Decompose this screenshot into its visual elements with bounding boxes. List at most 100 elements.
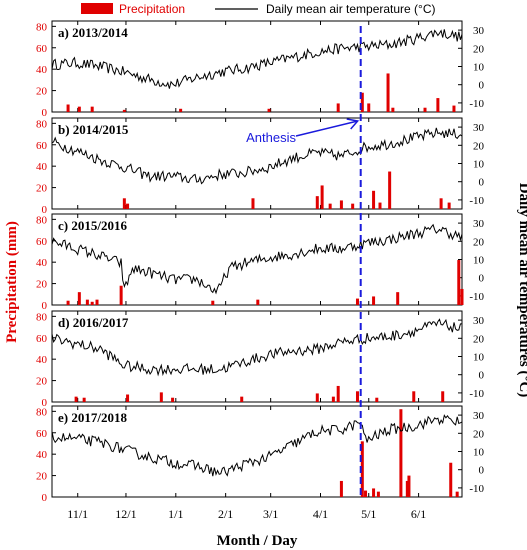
x-tick-label: 3/1: [263, 507, 278, 521]
precipitation-bar: [372, 296, 376, 305]
panel-1: 0 20 40 60 80 -10 0 10 20 30 a) 2013/2014: [36, 20, 485, 119]
y-right-tick-label: 20: [473, 428, 485, 440]
x-tick-label: 2/1: [218, 507, 233, 521]
precipitation-bar: [90, 106, 94, 112]
y-right-tick-label: 0: [479, 80, 485, 92]
precipitation-bar: [211, 300, 215, 305]
panel-label: c) 2015/2016: [58, 218, 127, 233]
precipitation-bar: [122, 198, 126, 209]
precipitation-bar: [436, 98, 440, 112]
panel-2: 0 20 40 60 80 -10 0 10 20 30 b) 2014/2015: [36, 117, 485, 216]
panel-label: d) 2016/2017: [58, 315, 129, 330]
precipitation-bar: [376, 491, 380, 497]
y-right-tick-label: 10: [473, 255, 485, 267]
precipitation-bar: [74, 396, 78, 402]
y-left-tick-label: 80: [36, 406, 48, 418]
y-axis-right-title: Daily mean air temperatures (°C): [516, 183, 527, 398]
precipitation-bar: [455, 491, 459, 497]
y-left-tick-label: 80: [36, 118, 48, 130]
precipitation-bar: [391, 107, 395, 112]
y-right-tick-label: 30: [473, 315, 485, 327]
y-right-tick-label: 30: [473, 122, 485, 134]
y-right-tick-label: 10: [473, 159, 485, 171]
temperature-line: [51, 29, 463, 89]
anthesis-arrow: [295, 120, 358, 137]
legend-precipitation-swatch: [81, 3, 113, 14]
precipitation-bar: [441, 391, 445, 402]
y-right-tick-label: 20: [473, 333, 485, 345]
y-left-tick-label: 60: [36, 428, 48, 440]
precipitation-bar: [367, 103, 371, 112]
precipitation-bar: [315, 196, 319, 209]
y-left-tick-label: 60: [36, 333, 48, 345]
precipitation-bar: [119, 285, 123, 305]
x-tick-label: 6/1: [411, 507, 426, 521]
y-left-tick-label: 20: [36, 471, 48, 483]
panel-label: b) 2014/2015: [58, 122, 129, 137]
precipitation-bar: [339, 200, 343, 209]
y-left-tick-label: 60: [36, 43, 48, 55]
y-left-tick-label: 40: [36, 161, 48, 173]
y-left-tick-label: 40: [36, 257, 48, 269]
y-right-tick-label: -10: [469, 291, 484, 303]
precipitation-bar: [315, 393, 319, 402]
y-right-tick-label: 20: [473, 236, 485, 248]
precipitation-bar: [240, 396, 244, 402]
x-axis-ticks: 11/1 12/1 1/1 2/1 3/1 4/1 5/1 6/1: [67, 507, 426, 521]
x-tick-label: 4/1: [313, 507, 328, 521]
y-right-tick-label: 0: [479, 273, 485, 285]
precipitation-bar: [339, 480, 343, 497]
panel-3: 0 20 40 60 80 -10 0 10 20 30 c) 2015/2016: [36, 213, 485, 312]
precipitation-bar: [412, 391, 416, 402]
precipitation-bar: [460, 288, 464, 305]
precipitation-bar: [256, 299, 260, 305]
precipitation-bar: [77, 106, 81, 112]
y-left-tick-label: 80: [36, 21, 48, 33]
y-right-tick-label: -10: [469, 195, 484, 207]
precipitation-bar: [171, 397, 175, 402]
precipitation-bar: [360, 92, 364, 112]
y-left-tick-label: 0: [42, 492, 48, 504]
y-right-tick-label: 10: [473, 447, 485, 459]
precipitation-bar: [159, 392, 163, 402]
precipitation-bar: [399, 409, 403, 497]
y-right-tick-label: -10: [469, 483, 484, 495]
precipitation-bar: [423, 107, 427, 112]
precipitation-bar: [336, 103, 340, 112]
precipitation-bar: [396, 292, 400, 305]
precipitation-bar: [386, 73, 390, 112]
y-left-tick-label: 0: [42, 204, 48, 216]
precipitation-bar: [378, 202, 382, 209]
precipitation-bar: [447, 202, 451, 209]
temperature-line: [51, 318, 463, 377]
precipitation-bar: [320, 185, 324, 209]
y-left-tick-label: 0: [42, 107, 48, 119]
precipitation-bar: [251, 198, 255, 209]
y-left-tick-label: 40: [36, 449, 48, 461]
precipitation-bar: [372, 190, 376, 209]
y-right-tick-label: 20: [473, 140, 485, 152]
anthesis-label: Anthesis: [246, 130, 296, 145]
anthesis-arrowhead: [346, 118, 360, 130]
precipitation-bar: [351, 203, 355, 209]
precipitation-bar: [388, 171, 392, 209]
y-right-tick-label: 0: [479, 370, 485, 382]
panel-label: e) 2017/2018: [58, 410, 127, 425]
y-right-tick-label: 30: [473, 218, 485, 230]
y-axis-left-title: Precipitation (mm): [4, 221, 20, 343]
precipitation-bar: [90, 301, 94, 305]
precipitation-bar: [122, 109, 126, 112]
x-tick-label: 11/1: [67, 507, 88, 521]
temperature-line: [51, 127, 463, 185]
precipitation-bar: [82, 397, 86, 402]
precipitation-bar: [267, 108, 271, 112]
y-left-tick-label: 80: [36, 311, 48, 323]
x-tick-label: 12/1: [115, 507, 136, 521]
y-left-tick-label: 20: [36, 86, 48, 98]
precipitation-bar: [452, 105, 456, 112]
precipitation-bar: [405, 480, 409, 497]
precipitation-bar: [328, 203, 332, 209]
temperature-line: [51, 223, 463, 295]
precipitation-bar: [336, 385, 340, 402]
